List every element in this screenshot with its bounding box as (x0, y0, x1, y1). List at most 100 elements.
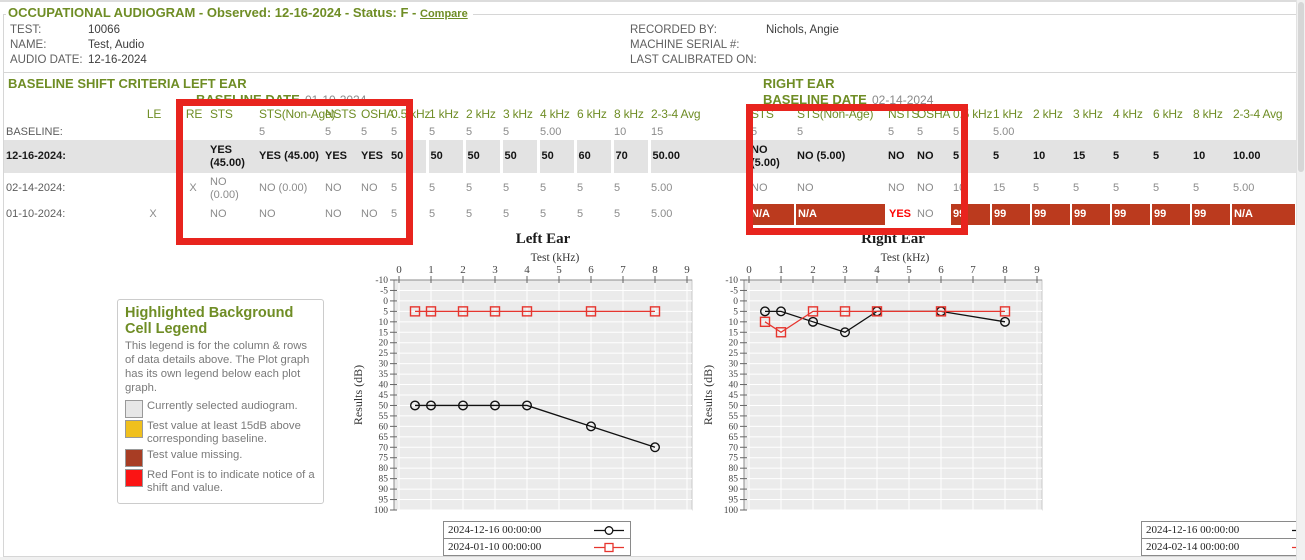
left-chart-legend: 2024-12-16 00:00:00 2024-01-10 00:00:00 (443, 521, 631, 556)
svg-text:4: 4 (874, 264, 880, 276)
svg-text:50: 50 (729, 401, 739, 411)
table-cell: 10 (614, 125, 627, 138)
svg-text:-10: -10 (375, 276, 388, 286)
legend-entry: 2024-02-14 00:00:00 (1142, 539, 1305, 555)
svg-text:5: 5 (733, 307, 738, 317)
page-top-edge (0, 0, 1305, 2)
table-cell: 5 (1073, 182, 1080, 195)
table-cell: 5.00 (1233, 182, 1255, 195)
audio-date-value: 12-16-2024 (88, 54, 147, 66)
svg-text:90: 90 (379, 485, 389, 495)
table-cell: NO (917, 208, 934, 221)
svg-text:0: 0 (746, 264, 752, 276)
table-cell: 5 (614, 208, 621, 221)
right-chart-legend: 2024-12-16 00:00:00 2024-02-14 00:00:00 (1141, 521, 1305, 556)
table-row[interactable]: 01-10-2024: X NO NO NO NO 5 5 5 5 5 5 5 5.00 N/A N/A YES… (4, 204, 1296, 225)
svg-text:65: 65 (379, 433, 389, 443)
table-cell: N/A (749, 204, 796, 225)
table-row[interactable]: BASELINE: 5 5 5 5 5 5 5 5.00 10 15 5 5 5 5 5 5.00 (4, 124, 1296, 140)
svg-text:Left Ear: Left Ear (516, 231, 571, 247)
svg-text:60: 60 (729, 422, 739, 432)
svg-text:7: 7 (970, 264, 976, 276)
table-cell (1111, 124, 1151, 140)
circle-marker-icon (594, 525, 624, 535)
table-cell: 50 (427, 140, 466, 173)
machine-serial-label: MACHINE SERIAL #: (630, 39, 740, 51)
column-header: 2-3-4 Avg (1233, 107, 1283, 121)
svg-text:0: 0 (383, 297, 388, 307)
page-bottom-edge (0, 557, 1305, 560)
scrollbar[interactable] (1296, 0, 1305, 560)
table-cell: 5 (466, 182, 473, 195)
table-cell: 5 (577, 208, 584, 221)
table-cell: 5 (391, 182, 398, 195)
legend-entry: 2024-12-16 00:00:00 (1142, 522, 1305, 539)
table-cell: 5 (991, 140, 1031, 173)
svg-text:Test (kHz): Test (kHz) (531, 252, 580, 264)
column-header: OSHA (361, 107, 395, 121)
table-cell: 5 (429, 125, 436, 138)
table-row[interactable]: 02-14-2024: X NO (0.00) NO (0.00) NO NO 5 5 5 5 5 5… (4, 173, 1296, 204)
recorded-by-label: RECORDED BY: (630, 24, 717, 36)
svg-text:100: 100 (374, 506, 389, 516)
scrollbar-thumb[interactable] (1298, 2, 1304, 172)
svg-text:Right Ear: Right Ear (861, 231, 925, 247)
svg-text:1: 1 (428, 264, 434, 276)
svg-text:55: 55 (379, 412, 389, 422)
cell-legend-title: Highlighted Background Cell Legend (125, 305, 294, 338)
legend-color-swatch (125, 448, 143, 467)
legend-color-swatch (125, 419, 143, 438)
svg-text:6: 6 (588, 264, 594, 276)
table-cell: 5 (917, 125, 924, 138)
table-cell: NO (5.00) (749, 140, 795, 173)
name-label: NAME: (10, 39, 47, 51)
svg-text:70: 70 (729, 443, 739, 453)
column-header: 4 kHz (540, 107, 570, 121)
table-cell: 10 (1031, 140, 1071, 173)
cell-legend-box: Highlighted Background Cell Legend This … (117, 299, 324, 504)
legend-entry-date: 2024-12-16 00:00:00 (1146, 524, 1240, 536)
column-header: STS(Non-Age) (259, 107, 336, 121)
table-cell: 5 (391, 208, 398, 221)
table-cell: 5 (361, 125, 368, 138)
svg-text:85: 85 (379, 475, 389, 485)
table-cell: 5.00 (540, 125, 562, 138)
audio-date-label: AUDIO DATE: (10, 54, 83, 66)
table-cell: 5 (540, 208, 547, 221)
svg-text:8: 8 (652, 264, 658, 276)
right-baseline-date-value: 02-14-2024 (872, 93, 934, 107)
table-cell: 5 (888, 125, 895, 138)
svg-text:95: 95 (729, 496, 739, 506)
table-cell: 5 (503, 125, 510, 138)
svg-text:80: 80 (379, 464, 389, 474)
table-cell: NO (210, 208, 227, 221)
table-cell: 5 (1193, 182, 1200, 195)
svg-text:15: 15 (729, 328, 739, 338)
page-title-text: OCCUPATIONAL AUDIOGRAM (8, 5, 196, 20)
table-cell: 70 (612, 140, 651, 173)
svg-text:65: 65 (729, 433, 739, 443)
cell-legend-item: Red Font is to indicate notice of a shif… (125, 468, 316, 496)
table-cell: 50 (538, 140, 577, 173)
table-cell: 5 (797, 125, 804, 138)
table-cell: NO (325, 182, 342, 195)
recorded-by-value: Nichols, Angie (766, 24, 839, 36)
name-value: Test, Audio (88, 39, 145, 51)
row-label: 01-10-2024: (6, 208, 66, 221)
table-cell: 99 (991, 204, 1032, 225)
compare-link[interactable]: Compare (420, 8, 468, 20)
table-cell (1031, 124, 1071, 140)
table-cell: 5.00 (651, 182, 673, 195)
table-cell (128, 140, 178, 173)
square-marker-icon (594, 542, 624, 552)
cell-legend-item: Test value missing. (125, 448, 316, 467)
table-cell: YES (323, 140, 359, 173)
svg-text:-5: -5 (730, 286, 738, 296)
table-row[interactable]: 12-16-2024: YES (45.00) YES (45.00) YES YES 5… (4, 140, 1296, 173)
svg-text:3: 3 (842, 264, 848, 276)
table-cell: 5 (951, 140, 991, 173)
table-cell: 5 (953, 125, 960, 138)
table-cell: 5 (429, 182, 436, 195)
row-label: 12-16-2024: (4, 140, 128, 173)
